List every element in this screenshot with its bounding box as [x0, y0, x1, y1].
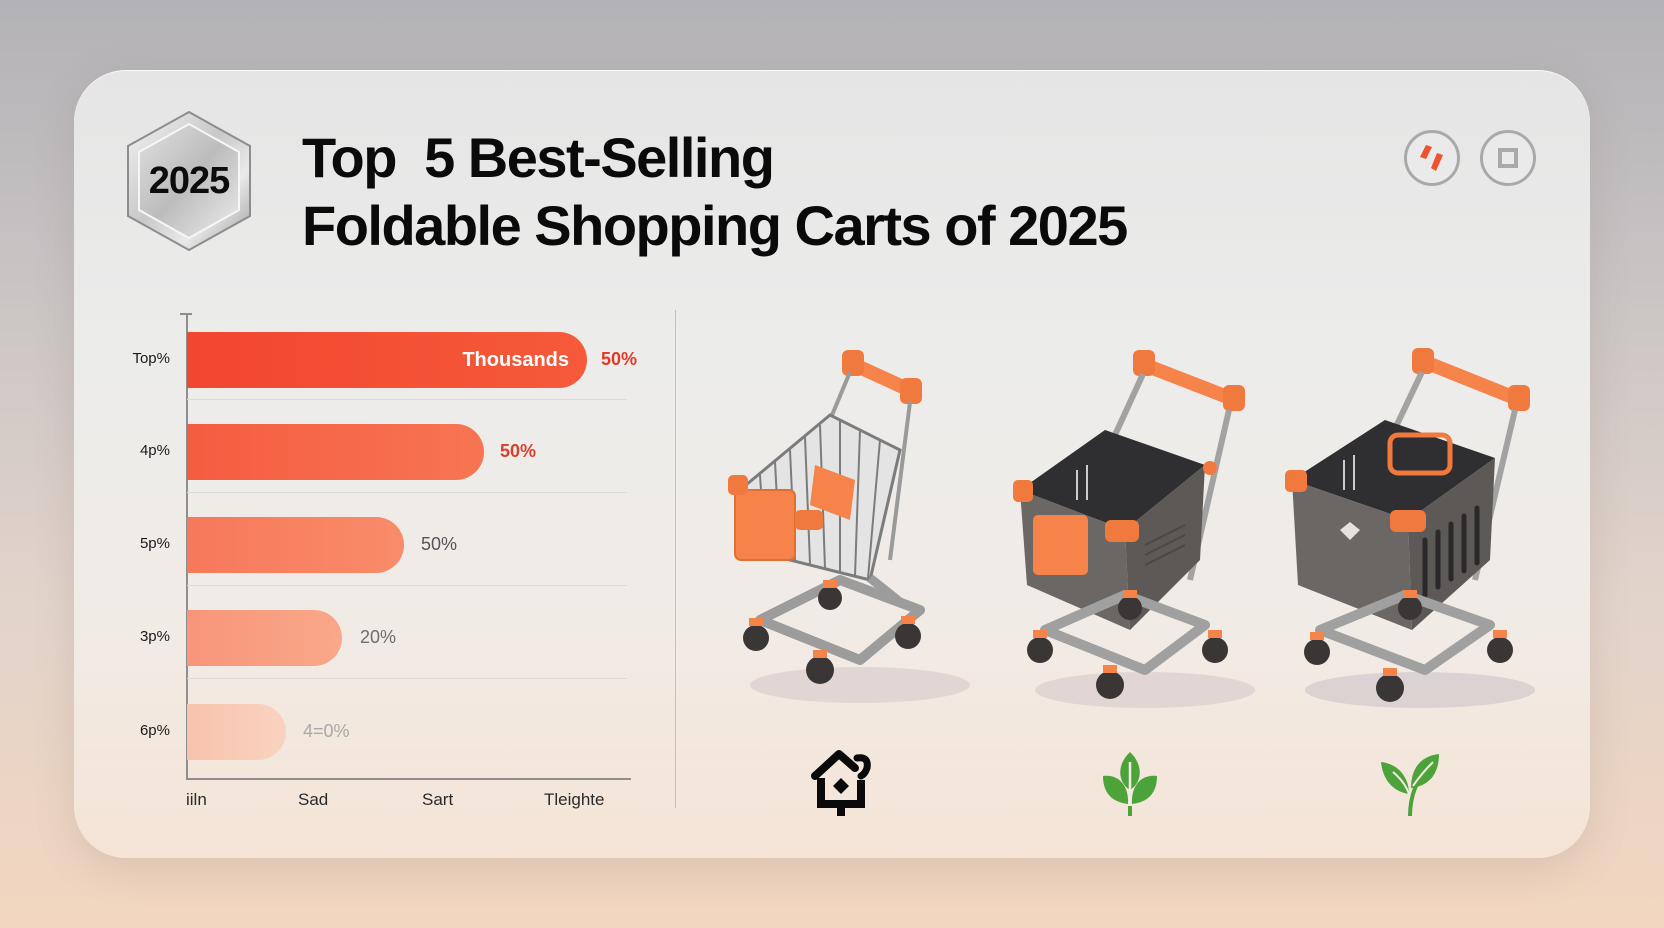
- bar-chart: Top% Thousands 50% 4p% 50% 5p% 50% 3p% 2…: [120, 310, 660, 810]
- bar-row: 3p% 20%: [120, 610, 660, 666]
- bar-category-label: 4p%: [139, 442, 170, 459]
- bar[interactable]: Thousands: [187, 332, 587, 388]
- stop-button[interactable]: [1480, 130, 1536, 186]
- section-divider: [675, 310, 676, 808]
- bar-category-label: 3p%: [139, 628, 170, 645]
- title-line-1: Top 5 Best-Selling: [302, 126, 775, 189]
- gridline: [187, 585, 627, 586]
- bar-row: 6p% 4=0%: [120, 704, 660, 760]
- birdhouse-icon: [807, 748, 877, 818]
- badge-year-text: 2025: [148, 160, 231, 202]
- bar[interactable]: [187, 424, 484, 480]
- bar-row: Top% Thousands 50%: [120, 332, 660, 388]
- lightning-icon: [1420, 145, 1443, 171]
- bar[interactable]: [187, 704, 286, 760]
- gridline: [187, 492, 627, 493]
- flash-button[interactable]: [1404, 130, 1460, 186]
- bar-value-label: 50%: [421, 534, 458, 554]
- page-title: Top 5 Best-Selling Foldable Shopping Car…: [302, 124, 1128, 260]
- gridline: [187, 399, 627, 400]
- wire-cart-illustration-icon: [728, 350, 970, 703]
- product-cart-vented-bin[interactable]: [1280, 340, 1540, 730]
- x-tick-label: iiln: [186, 790, 207, 809]
- title-line-2: Foldable Shopping Carts of 2025: [302, 194, 1128, 257]
- product-cart-solid-bin[interactable]: [1005, 340, 1265, 730]
- bar-value-label: 4=0%: [303, 721, 350, 741]
- gridline: [187, 678, 627, 679]
- bar-inner-label: Thousands: [462, 348, 569, 371]
- bar-value-label: 50%: [601, 349, 638, 369]
- bar-category-label: 5p%: [139, 535, 170, 552]
- bar-category-label: Top%: [132, 350, 170, 367]
- x-axis: [186, 778, 631, 780]
- bar-category-label: 6p%: [139, 722, 170, 739]
- bar[interactable]: [187, 610, 342, 666]
- solid-bin-cart-illustration-icon: [1013, 350, 1255, 708]
- vented-bin-cart-illustration-icon: [1285, 348, 1535, 708]
- x-tick-label: Tleighte: [544, 790, 605, 809]
- bar-value-label: 20%: [360, 627, 397, 647]
- year-badge: 2025: [122, 108, 256, 254]
- sprout-icon: [1375, 748, 1445, 818]
- bar-value-label: 50%: [500, 441, 537, 461]
- stop-square-icon: [1498, 148, 1518, 168]
- bar-row: 5p% 50%: [120, 517, 660, 573]
- product-cart-wire[interactable]: [720, 340, 980, 730]
- leaf-icon: [1095, 748, 1165, 818]
- bar-row: 4p% 50%: [120, 424, 660, 480]
- x-tick-label: Sad: [298, 790, 329, 809]
- bar[interactable]: [187, 517, 404, 573]
- x-tick-label: Sart: [422, 790, 454, 809]
- hexagon-badge-icon: [127, 110, 251, 252]
